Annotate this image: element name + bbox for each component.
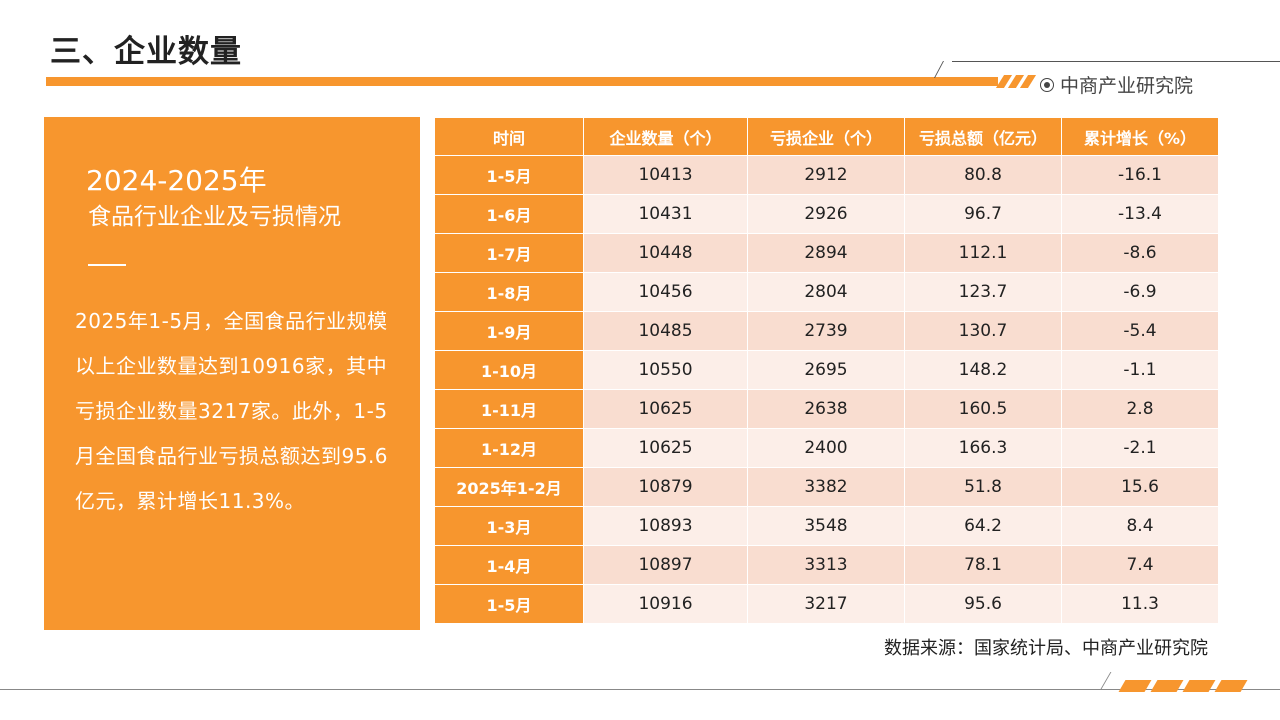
cell-cumulative-growth: 11.3 <box>1061 584 1219 624</box>
title-underline-bar <box>46 77 998 86</box>
cell-enterprises: 10448 <box>583 233 748 273</box>
brand-logo: 中商产业研究院 <box>1040 71 1193 98</box>
header-divider-line <box>952 61 1280 62</box>
cell-time: 1-12月 <box>434 428 584 468</box>
cell-loss-enterprises: 2926 <box>747 194 905 234</box>
column-header-loss-enterprises: 亏损企业（个） <box>747 117 905 156</box>
cell-total-loss: 166.3 <box>904 428 1062 468</box>
cell-loss-enterprises: 2695 <box>747 350 905 390</box>
table-row: 1-7月 10448 2894 112.1 -8.6 <box>434 233 1219 273</box>
cell-enterprises: 10413 <box>583 155 748 195</box>
table-row: 1-5月 10916 3217 95.6 11.3 <box>434 584 1219 624</box>
cell-cumulative-growth: -2.1 <box>1061 428 1219 468</box>
cell-cumulative-growth: 2.8 <box>1061 389 1219 429</box>
cell-total-loss: 130.7 <box>904 311 1062 351</box>
cell-time: 2025年1-2月 <box>434 467 584 507</box>
header-divider-slant <box>933 61 944 78</box>
cell-total-loss: 64.2 <box>904 506 1062 546</box>
table-row: 1-8月 10456 2804 123.7 -6.9 <box>434 272 1219 312</box>
panel-heading-subject: 食品行业企业及亏损情况 <box>88 204 341 230</box>
column-header-time: 时间 <box>434 117 584 156</box>
footer-accent-stripes <box>1118 680 1248 692</box>
table-row: 1-4月 10897 3313 78.1 7.4 <box>434 545 1219 585</box>
table-row: 1-9月 10485 2739 130.7 -5.4 <box>434 311 1219 351</box>
cell-time: 1-11月 <box>434 389 584 429</box>
cell-enterprises: 10625 <box>583 428 748 468</box>
table-row: 1-10月 10550 2695 148.2 -1.1 <box>434 350 1219 390</box>
cell-enterprises: 10897 <box>583 545 748 585</box>
accent-stripes <box>995 75 1037 88</box>
cell-total-loss: 96.7 <box>904 194 1062 234</box>
enterprise-data-table: 时间 企业数量（个） 亏损企业（个） 亏损总额（亿元） 累计增长（%） 1-5月… <box>434 117 1219 624</box>
column-header-cumulative-growth: 累计增长（%） <box>1061 117 1219 156</box>
cell-enterprises: 10916 <box>583 584 748 624</box>
cell-loss-enterprises: 2638 <box>747 389 905 429</box>
panel-heading-year: 2024-2025年 <box>86 164 267 197</box>
footer-divider-slant <box>1100 672 1112 690</box>
cell-cumulative-growth: -13.4 <box>1061 194 1219 234</box>
column-header-enterprises: 企业数量（个） <box>583 117 748 156</box>
cell-time: 1-5月 <box>434 155 584 195</box>
cell-loss-enterprises: 3313 <box>747 545 905 585</box>
data-source-note: 数据来源：国家统计局、中商产业研究院 <box>884 638 1208 659</box>
table-row: 1-11月 10625 2638 160.5 2.8 <box>434 389 1219 429</box>
cell-cumulative-growth: -5.4 <box>1061 311 1219 351</box>
cell-time: 1-10月 <box>434 350 584 390</box>
cell-total-loss: 112.1 <box>904 233 1062 273</box>
panel-divider <box>88 264 126 266</box>
table-row: 1-5月 10413 2912 80.8 -16.1 <box>434 155 1219 195</box>
cell-loss-enterprises: 2804 <box>747 272 905 312</box>
cell-cumulative-growth: 15.6 <box>1061 467 1219 507</box>
cell-cumulative-growth: -6.9 <box>1061 272 1219 312</box>
summary-panel: 2024-2025年 食品行业企业及亏损情况 2025年1-5月，全国食品行业规… <box>44 117 420 630</box>
brand-name: 中商产业研究院 <box>1060 75 1194 97</box>
table-row: 2025年1-2月 10879 3382 51.8 15.6 <box>434 467 1219 507</box>
cell-cumulative-growth: -16.1 <box>1061 155 1219 195</box>
cell-time: 1-4月 <box>434 545 584 585</box>
cell-cumulative-growth: -1.1 <box>1061 350 1219 390</box>
cell-loss-enterprises: 3217 <box>747 584 905 624</box>
cell-enterprises: 10485 <box>583 311 748 351</box>
cell-loss-enterprises: 2739 <box>747 311 905 351</box>
cell-cumulative-growth: 8.4 <box>1061 506 1219 546</box>
cell-total-loss: 80.8 <box>904 155 1062 195</box>
page-title: 三、企业数量 <box>50 34 242 70</box>
cell-loss-enterprises: 2912 <box>747 155 905 195</box>
table-row: 1-3月 10893 3548 64.2 8.4 <box>434 506 1219 546</box>
cell-enterprises: 10893 <box>583 506 748 546</box>
cell-total-loss: 148.2 <box>904 350 1062 390</box>
cell-enterprises: 10456 <box>583 272 748 312</box>
cell-enterprises: 10879 <box>583 467 748 507</box>
cell-loss-enterprises: 2400 <box>747 428 905 468</box>
cell-total-loss: 78.1 <box>904 545 1062 585</box>
cell-time: 1-7月 <box>434 233 584 273</box>
target-icon <box>1040 77 1054 92</box>
cell-loss-enterprises: 3548 <box>747 506 905 546</box>
cell-loss-enterprises: 3382 <box>747 467 905 507</box>
cell-total-loss: 95.6 <box>904 584 1062 624</box>
cell-time: 1-8月 <box>434 272 584 312</box>
panel-summary-text: 2025年1-5月，全国食品行业规模以上企业数量达到10916家，其中亏损企业数… <box>75 309 389 513</box>
cell-cumulative-growth: 7.4 <box>1061 545 1219 585</box>
cell-total-loss: 51.8 <box>904 467 1062 507</box>
cell-total-loss: 160.5 <box>904 389 1062 429</box>
table-row: 1-6月 10431 2926 96.7 -13.4 <box>434 194 1219 234</box>
cell-total-loss: 123.7 <box>904 272 1062 312</box>
cell-time: 1-6月 <box>434 194 584 234</box>
cell-cumulative-growth: -8.6 <box>1061 233 1219 273</box>
cell-time: 1-9月 <box>434 311 584 351</box>
footer-divider-line <box>0 689 1280 690</box>
cell-enterprises: 10431 <box>583 194 748 234</box>
table-header-row: 时间 企业数量（个） 亏损企业（个） 亏损总额（亿元） 累计增长（%） <box>434 117 1219 156</box>
cell-enterprises: 10625 <box>583 389 748 429</box>
cell-loss-enterprises: 2894 <box>747 233 905 273</box>
cell-enterprises: 10550 <box>583 350 748 390</box>
table-row: 1-12月 10625 2400 166.3 -2.1 <box>434 428 1219 468</box>
cell-time: 1-5月 <box>434 584 584 624</box>
cell-time: 1-3月 <box>434 506 584 546</box>
column-header-total-loss: 亏损总额（亿元） <box>904 117 1062 156</box>
